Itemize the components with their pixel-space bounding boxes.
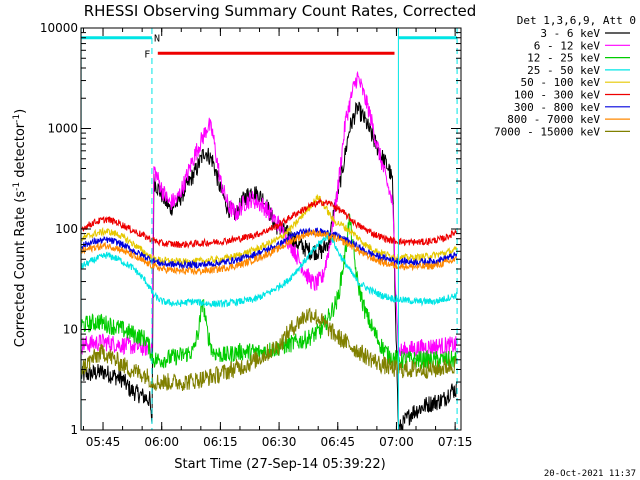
y-tick-label: 10 [63,323,78,337]
axes-layer: 05:45 06:00 06:15 06:30 06:45 07:00 07:15 1 10 10… [40,21,473,449]
timestamp: 20-Oct-2021 11:37 [544,469,636,479]
series-line-1 [81,70,458,360]
x-tick-label: 06:45 [320,435,355,449]
chart-title: RHESSI Observing Summary Count Rates, Co… [84,2,477,20]
legend-entry-4: 50 - 100 keV [521,76,601,89]
x-axis-label: Start Time (27-Sep-14 05:39:22) [174,457,385,472]
y-axis-label: Corrected Count Rate (s-1 detector-1) [12,109,28,347]
series-line-8 [81,307,458,391]
legend-entry-1: 6 - 12 keV [534,39,601,52]
flag-marker-F: F [144,49,150,60]
y-tick-label: 100 [55,222,78,236]
y-tick-label: 10000 [40,21,78,35]
y-tick-label: 1000 [47,122,78,136]
x-tick-label: 07:15 [438,435,473,449]
x-tick-label: 05:45 [86,435,121,449]
x-tick-label: 06:00 [144,435,179,449]
series-line-3 [81,231,458,308]
y-tick-label: 1 [70,423,78,437]
legend-entry-3: 25 - 50 keV [527,64,600,77]
legend-entry-2: 12 - 25 keV [527,52,600,65]
x-tick-label: 06:30 [262,435,297,449]
legend-entry-5: 100 - 300 keV [514,89,600,102]
legend-entry-0: 3 - 6 keV [540,27,600,40]
series-line-4 [81,194,458,267]
series-line-7 [81,228,458,276]
x-tick-label: 06:15 [203,435,238,449]
legend-entry-8: 7000 - 15000 keV [494,125,600,138]
series-layer [81,70,458,430]
series-line-5 [81,197,458,249]
legend-entry-7: 800 - 7000 keV [507,113,600,126]
legend-header: Det 1,3,6,9, Att 0 [517,14,636,27]
flag-marker-N: N [154,34,160,45]
x-tick-label: 07:00 [379,435,414,449]
legend-entry-6: 300 - 800 keV [514,101,600,114]
